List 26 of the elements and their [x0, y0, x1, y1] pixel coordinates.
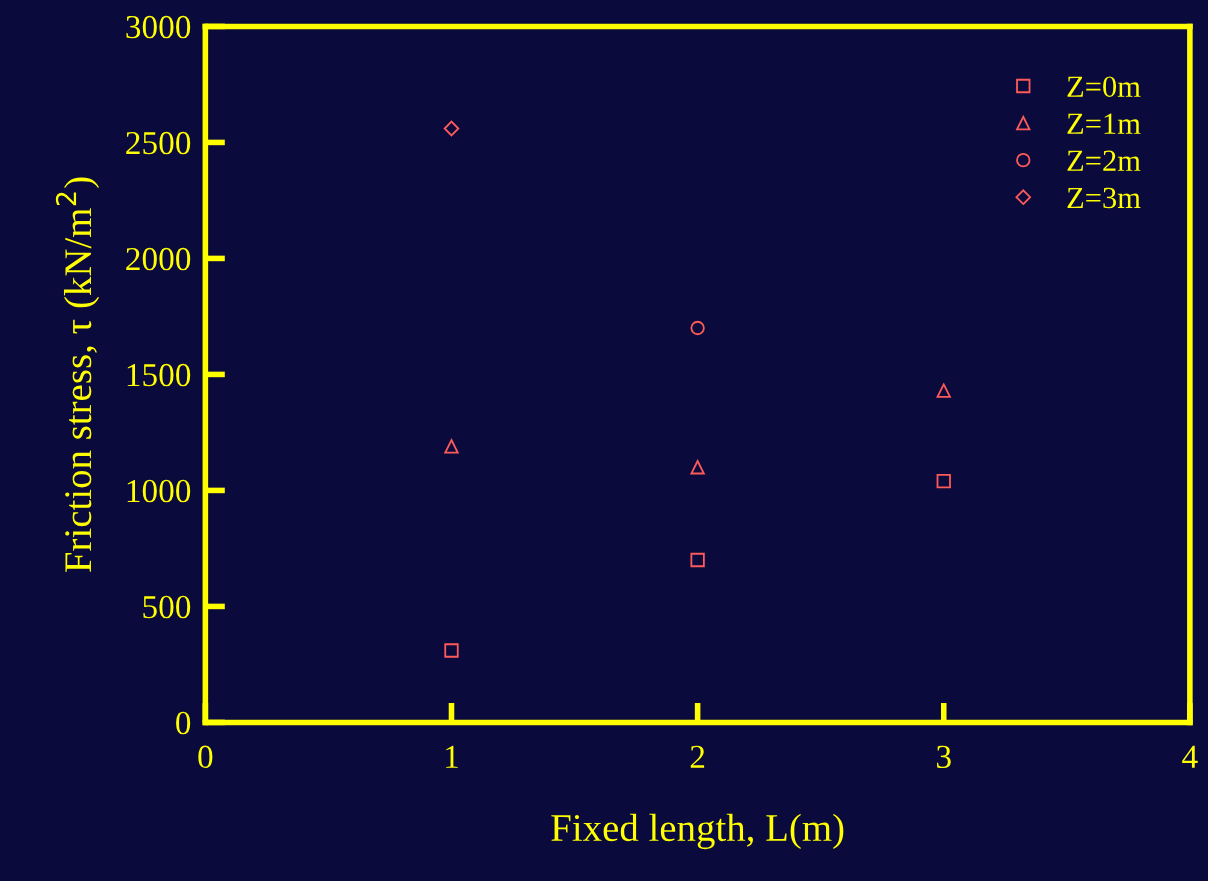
- legend-label: Z=3m: [1067, 187, 1141, 209]
- x-tick-label: 4: [1182, 745, 1198, 768]
- point: [690, 460, 705, 475]
- y-tick-label: 3000: [126, 15, 191, 39]
- y-tick-label: 1500: [127, 363, 191, 387]
- point: [444, 439, 459, 454]
- x-tick-label: 1: [446, 745, 458, 768]
- legend-label: Z=0m: [1067, 76, 1141, 98]
- point: [936, 383, 951, 398]
- point: [936, 473, 951, 489]
- y-tick-label: 2000: [126, 247, 191, 271]
- point: [444, 643, 459, 658]
- legend-label: Z=1m: [1067, 113, 1141, 134]
- x-axis-title: Fixed length, L(m): [551, 813, 844, 850]
- y-axis-title: Friction stress, τ (kN/m$^{2}$): [55, 177, 100, 573]
- y-tick-label: 2500: [126, 131, 191, 155]
- y-tick-label: 0: [176, 711, 191, 735]
- x-tick-label: 2: [690, 745, 705, 768]
- point: [690, 320, 705, 336]
- point: [690, 552, 705, 568]
- y-tick-label: 500: [143, 595, 191, 619]
- x-tick-label: 3: [937, 745, 951, 769]
- y-tick-label: 1000: [127, 479, 191, 503]
- legend-label: Z=2m: [1067, 150, 1141, 171]
- point: [443, 120, 460, 137]
- x-tick-label: 0: [198, 745, 213, 769]
